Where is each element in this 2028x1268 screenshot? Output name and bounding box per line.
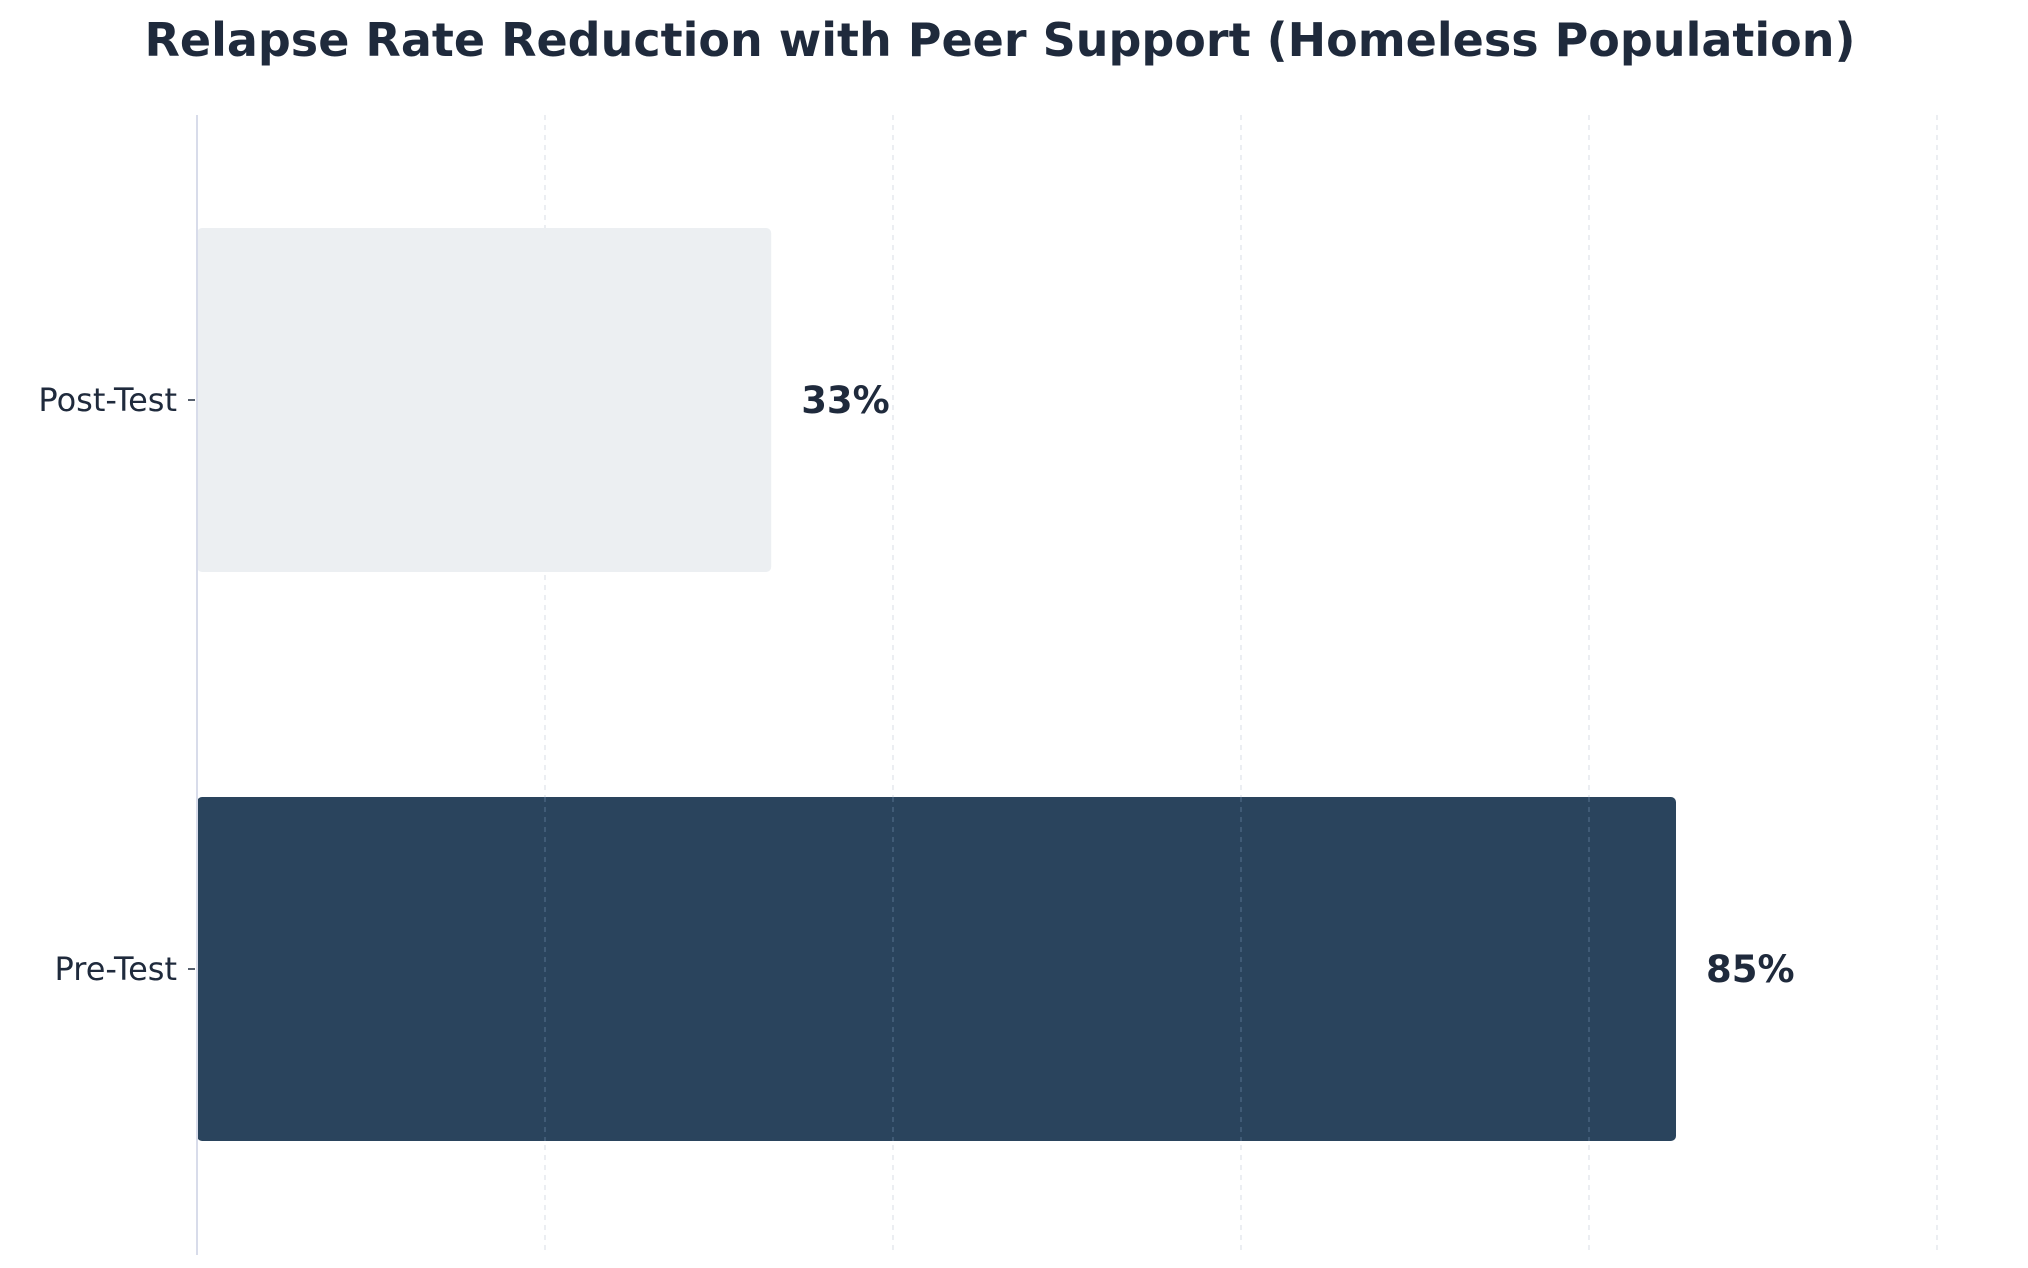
bar-pre-test bbox=[197, 797, 1676, 1141]
y-ticks: Pre-Test Post-Test bbox=[38, 381, 195, 988]
data-labels: 85% 33% bbox=[801, 379, 1794, 991]
y-tick-label: Post-Test bbox=[38, 381, 177, 419]
grid-lines-on-bars bbox=[544, 797, 1590, 1141]
bars bbox=[197, 228, 1676, 1141]
y-tick-label: Pre-Test bbox=[55, 950, 178, 988]
data-label: 85% bbox=[1706, 948, 1795, 991]
bar-post-test bbox=[197, 228, 772, 572]
chart-title: Relapse Rate Reduction with Peer Support… bbox=[144, 13, 1855, 67]
data-label: 33% bbox=[801, 379, 890, 422]
